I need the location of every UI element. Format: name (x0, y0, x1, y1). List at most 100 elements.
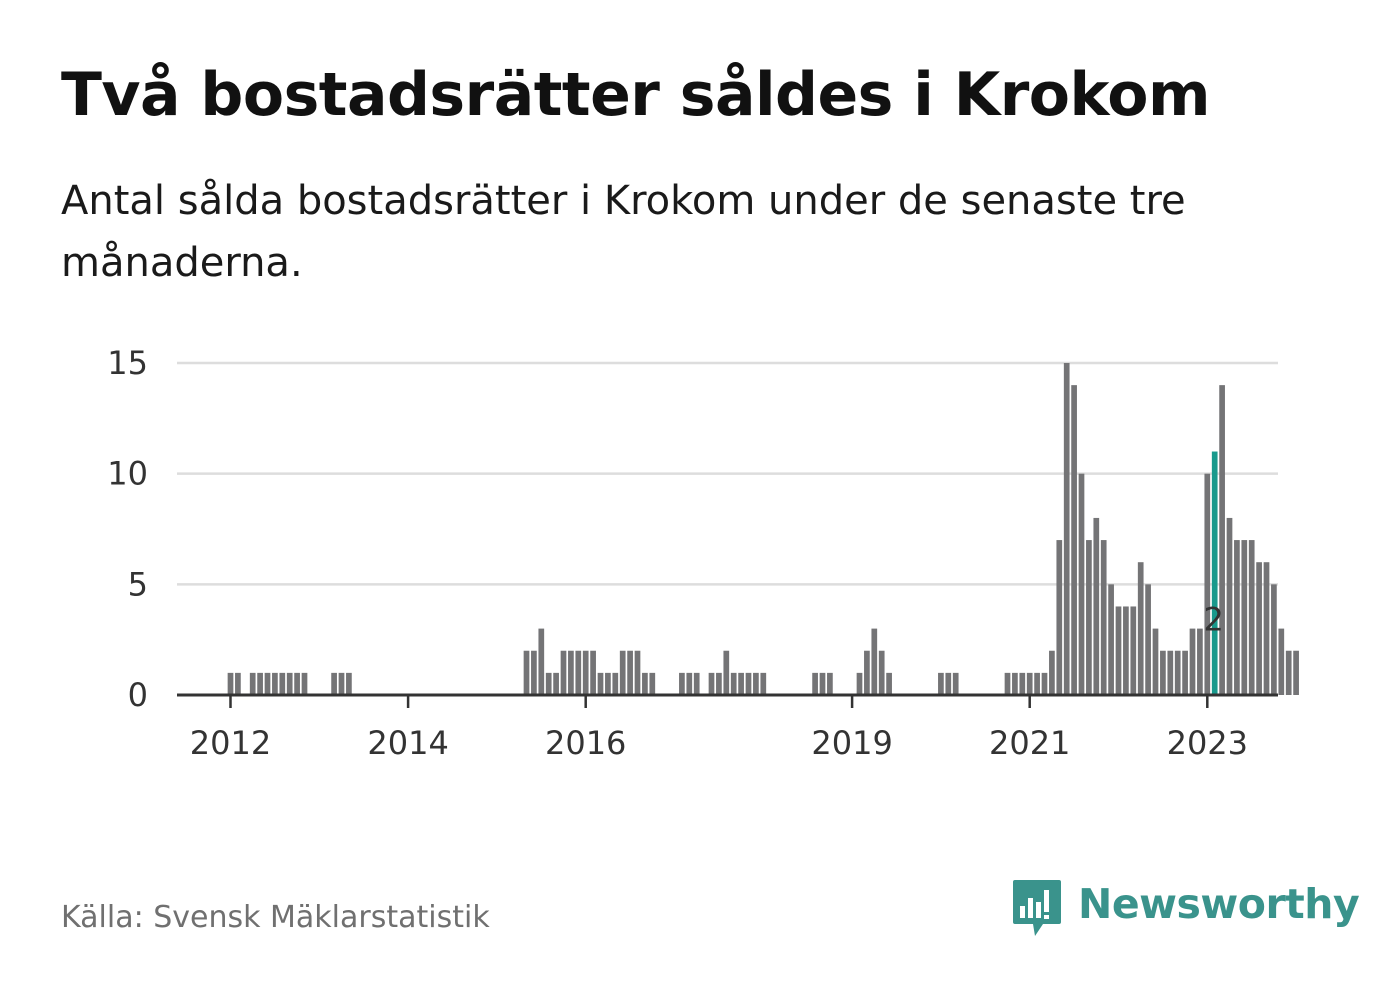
bar (952, 672, 959, 695)
brand-name: Newsworthy (1078, 880, 1360, 928)
x-tick-label: 2019 (811, 724, 892, 762)
bar (1041, 672, 1048, 695)
bar (708, 672, 715, 695)
bar (575, 650, 582, 695)
bar (553, 672, 559, 695)
bar (1071, 385, 1077, 695)
bar (693, 672, 700, 695)
bar (1123, 606, 1129, 695)
bar (819, 672, 826, 695)
newsworthy-logo-icon (1013, 880, 1061, 936)
bar (227, 672, 234, 695)
bar (338, 672, 345, 695)
bar (1108, 584, 1114, 695)
bar (1026, 672, 1033, 695)
bar (1234, 540, 1240, 695)
bar (1093, 517, 1100, 695)
bar (1137, 562, 1144, 695)
bar (531, 650, 537, 695)
bar (812, 672, 818, 695)
gridlines (177, 361, 1278, 586)
y-tick-label: 5 (128, 565, 148, 603)
bar (1219, 385, 1225, 695)
bar (642, 672, 648, 695)
bar (301, 672, 308, 695)
bar (1049, 650, 1055, 695)
bar (856, 672, 863, 695)
bar (286, 672, 293, 695)
bar (634, 650, 641, 695)
bar (1056, 540, 1063, 695)
bar (249, 672, 256, 695)
x-tick-label: 2023 (1167, 724, 1248, 762)
bar (1182, 650, 1188, 695)
bar (1285, 650, 1292, 695)
bar (1063, 363, 1070, 695)
bar (886, 672, 892, 695)
highlight-value-label: 2 (1204, 601, 1224, 639)
x-axis: 2012 2014 2016 2019 2021 2023 (190, 695, 1248, 762)
bar (827, 672, 833, 695)
bar (1197, 628, 1203, 695)
bar (716, 672, 722, 695)
bar (1160, 650, 1166, 695)
bar (582, 650, 589, 695)
bar (1004, 672, 1011, 695)
bar (523, 650, 530, 695)
bar (294, 672, 300, 695)
x-tick-label: 2012 (190, 724, 271, 762)
bar (1278, 628, 1285, 695)
bar (235, 672, 241, 695)
bar (753, 672, 759, 695)
bar (1174, 650, 1181, 695)
bar (871, 628, 878, 695)
bar (1263, 562, 1270, 695)
bar (257, 672, 263, 695)
x-tick-label: 2021 (989, 724, 1070, 762)
y-tick-label: 10 (107, 455, 148, 493)
bar (1152, 628, 1159, 695)
bar (1167, 650, 1174, 695)
bar (1130, 606, 1137, 695)
bar-chart: 2012 2014 2016 2019 2021 2023 0 5 10 15 2 (107, 344, 1299, 762)
bar (730, 672, 737, 695)
bar (346, 672, 352, 695)
bar (1226, 517, 1233, 695)
bar (619, 650, 626, 695)
bars (227, 363, 1299, 695)
bar (745, 672, 752, 695)
bar (264, 672, 271, 695)
bar (1145, 584, 1151, 695)
bar (279, 672, 286, 695)
bar (878, 650, 885, 695)
bar (686, 672, 693, 695)
bar (597, 672, 604, 695)
highlight-bar (1211, 451, 1218, 695)
bar (538, 628, 545, 695)
bar (864, 650, 870, 695)
bar (1100, 540, 1107, 695)
y-axis: 0 5 10 15 (107, 344, 148, 714)
bar (1189, 628, 1196, 695)
bar (627, 650, 633, 695)
bar (612, 672, 619, 695)
bar (1086, 540, 1092, 695)
chart-title: Två bostadsrätter såldes i Krokom (61, 60, 1211, 130)
bar (560, 650, 567, 695)
y-tick-label: 15 (107, 344, 148, 382)
bar (1115, 606, 1122, 695)
bar (605, 672, 611, 695)
bar (945, 672, 952, 695)
bar (760, 672, 767, 695)
bar (1271, 584, 1277, 695)
bar (1204, 473, 1211, 695)
y-tick-label: 0 (128, 676, 148, 714)
bar (272, 672, 278, 695)
bar (1248, 540, 1255, 695)
x-tick-label: 2014 (367, 724, 448, 762)
x-tick-label: 2016 (545, 724, 626, 762)
source-note: Källa: Svensk Mäklarstatistik (61, 900, 490, 935)
bar (1293, 650, 1299, 695)
bar (568, 650, 574, 695)
bar (1019, 672, 1026, 695)
